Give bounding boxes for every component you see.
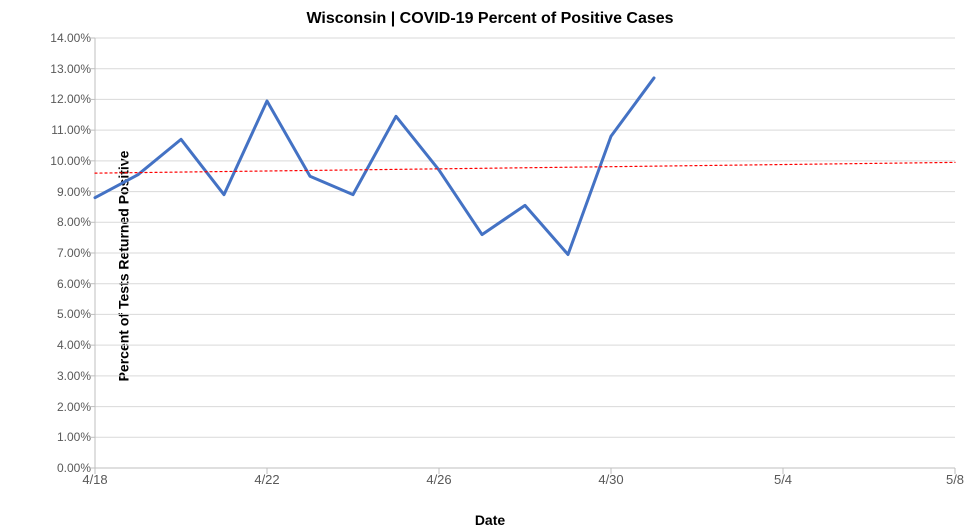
series-trendline — [95, 162, 955, 173]
chart-container: Wisconsin | COVID-19 Percent of Positive… — [0, 0, 980, 532]
series-positive_pct — [95, 78, 654, 255]
plot-svg — [0, 0, 980, 532]
